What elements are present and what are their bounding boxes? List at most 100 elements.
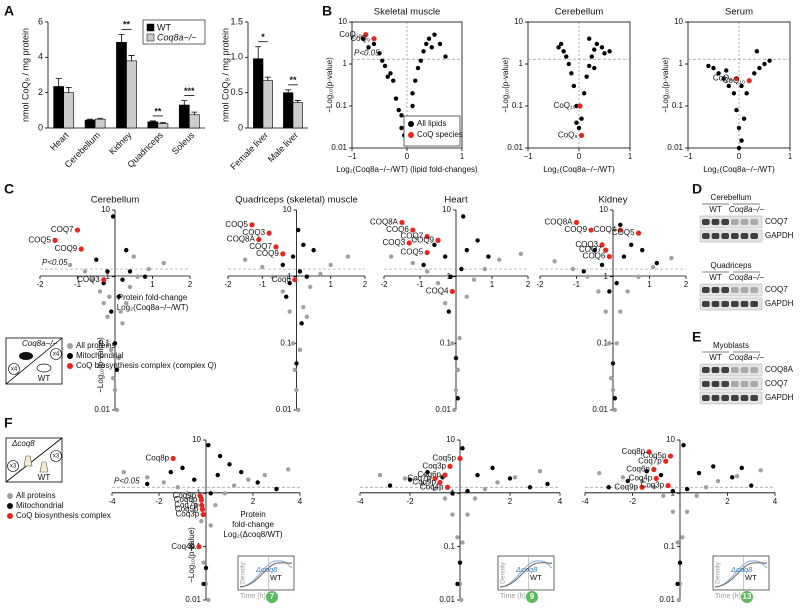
data-point	[127, 269, 133, 274]
data-point	[464, 294, 469, 299]
data-point	[651, 485, 657, 490]
category-label: Female liver	[228, 130, 270, 172]
point-label: CoQ₁₀	[339, 30, 361, 39]
y-tick-label: 0.01	[659, 595, 675, 604]
legend-label: Coq8a−/−	[157, 32, 197, 42]
error-bar	[65, 86, 72, 93]
y-tick-label: 1.5	[230, 16, 243, 26]
y-tick-label: 0	[238, 122, 243, 132]
data-point	[363, 32, 369, 38]
point-label: Coq6p	[417, 470, 441, 479]
point-label: CoQ₁₀	[554, 101, 576, 110]
data-point	[658, 472, 664, 478]
legend-label: All proteins	[76, 341, 116, 350]
data-point	[558, 41, 564, 47]
legend-marker	[67, 343, 73, 349]
point-label: COQ5	[401, 248, 424, 257]
data-point	[694, 493, 699, 498]
data-point	[215, 472, 220, 478]
data-point	[426, 36, 432, 41]
data-point	[345, 254, 351, 259]
point-label: COQ5	[225, 220, 248, 229]
data-point	[82, 269, 88, 274]
y-tick-label: 1	[604, 272, 609, 281]
data-point	[389, 254, 394, 259]
significance-label: **	[123, 20, 131, 30]
data-point	[425, 469, 430, 475]
x-tick-label: 0	[577, 152, 582, 161]
data-point	[457, 455, 463, 462]
protein-label: COQ7	[765, 285, 788, 294]
data-point	[377, 51, 382, 56]
y-tick-label: 1	[519, 59, 524, 68]
point-label: Coq4p	[171, 542, 195, 551]
data-point	[651, 466, 657, 473]
y-tick-label: 0.1	[597, 338, 609, 347]
data-point	[450, 341, 455, 346]
inset-y-label: Density	[500, 561, 507, 583]
data-point	[703, 485, 709, 490]
data-point	[744, 91, 749, 96]
protein-label: GAPDH	[765, 231, 794, 240]
data-point	[437, 41, 443, 47]
data-point	[640, 247, 645, 253]
x-tick-label: -1	[573, 280, 581, 289]
inset-series-label: Δcoq8	[730, 565, 753, 574]
chart-title: Cerebellum	[555, 7, 604, 18]
y-tick-label: 0.1	[190, 542, 202, 551]
y-axis-label: −Log₁₀(p-value)	[501, 57, 510, 113]
data-point	[587, 63, 592, 69]
data-point	[266, 230, 272, 236]
data-point	[455, 581, 460, 587]
diagram-count: x4	[53, 352, 60, 358]
x-tick-label: −1	[347, 152, 357, 161]
flask-icon	[39, 461, 49, 473]
data-point	[297, 269, 303, 274]
y-tick-label: 10	[338, 17, 347, 26]
y-tick-label: 0.01	[592, 405, 608, 414]
data-point	[625, 478, 630, 484]
data-point	[101, 300, 106, 306]
legend-swatch	[146, 33, 155, 42]
legend-label: Mitochondrial	[76, 351, 124, 360]
blot-band	[711, 233, 720, 239]
data-point	[676, 597, 682, 603]
x-tick-label: 1	[788, 152, 793, 161]
x-tick-label: -4	[108, 497, 116, 506]
blot-band	[740, 287, 749, 293]
data-point	[107, 294, 112, 299]
data-point	[318, 271, 323, 277]
data-point	[733, 75, 740, 82]
data-point	[670, 509, 676, 515]
data-point	[425, 269, 430, 274]
data-point	[741, 116, 747, 121]
data-point	[443, 254, 448, 259]
data-point	[199, 502, 205, 508]
data-point	[371, 36, 377, 42]
data-point	[131, 254, 136, 259]
data-point	[684, 509, 690, 515]
data-point	[161, 260, 166, 266]
y-tick-label: 1	[106, 272, 111, 281]
data-point	[74, 227, 81, 233]
data-point	[201, 560, 206, 565]
data-point	[607, 341, 612, 346]
blot-band	[702, 381, 710, 387]
data-point	[450, 512, 455, 517]
inset-y-label: Density	[240, 561, 247, 583]
data-point	[420, 481, 425, 487]
y-tick-label: 0.1	[99, 338, 111, 347]
point-label: COQ7	[579, 245, 602, 254]
data-point	[299, 321, 304, 326]
x-tick-label: 2	[684, 280, 689, 289]
data-point	[726, 83, 731, 89]
data-point	[665, 482, 671, 489]
data-point	[597, 470, 602, 476]
data-point	[599, 262, 605, 268]
count-circle	[7, 460, 19, 472]
y-axis-label: nmol CoQ₉ / mg protein	[20, 28, 30, 122]
point-label: COQ6	[386, 225, 409, 234]
blot-band	[711, 219, 720, 225]
x-axis-label: Log₂(Coq8a−/−/WT)	[703, 165, 775, 174]
data-point	[739, 83, 744, 89]
